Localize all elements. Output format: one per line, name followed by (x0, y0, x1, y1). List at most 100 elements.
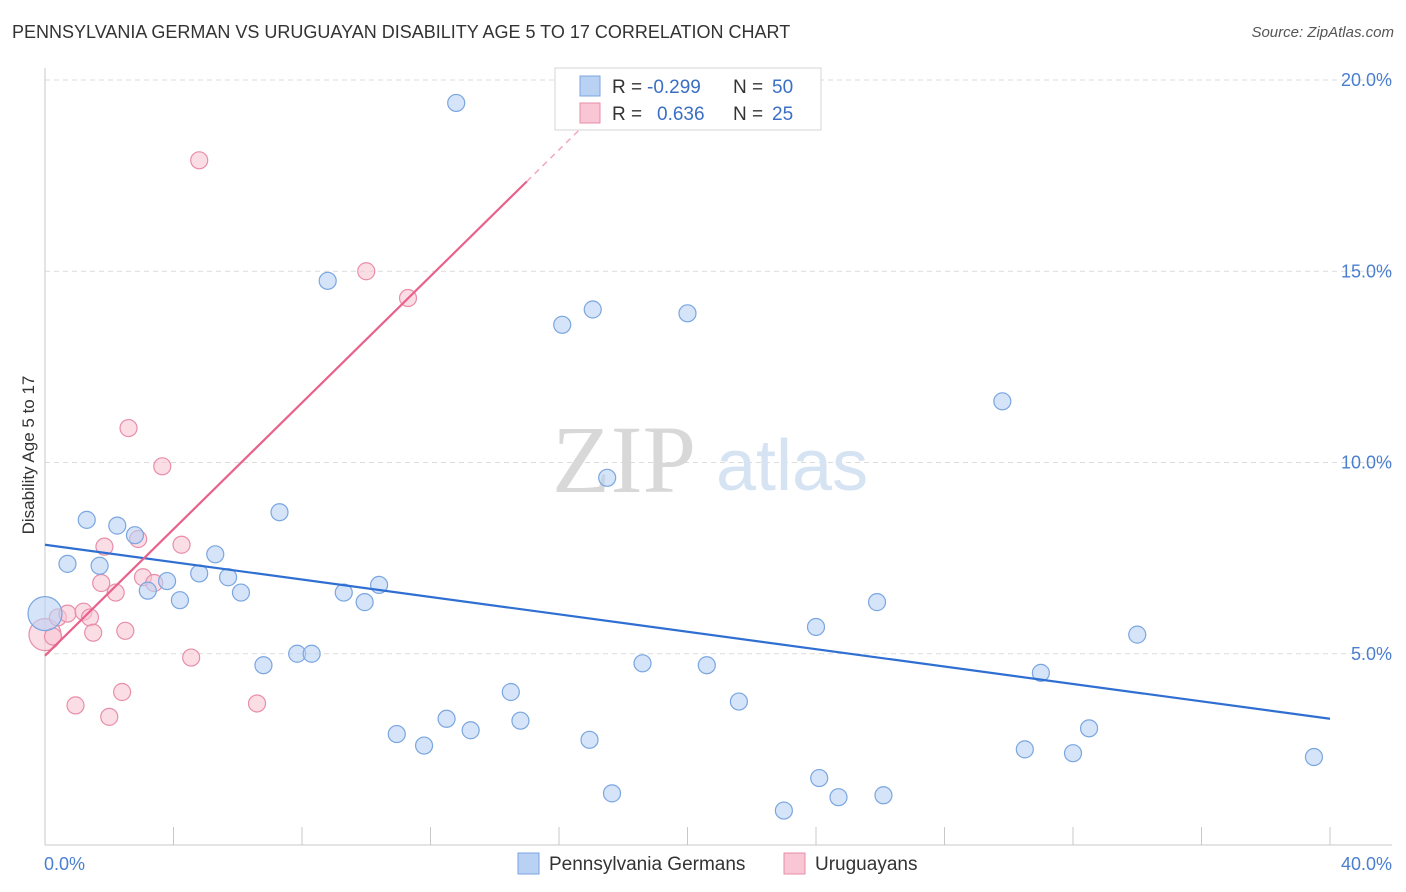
pennsylvania-germans-point (1015, 740, 1034, 759)
pennsylvania-germans-point (598, 468, 617, 487)
pennsylvania-germans-point (77, 510, 96, 529)
legend-n-value-2: 25 (772, 104, 793, 125)
pennsylvania-germans-point (302, 644, 321, 663)
bottom-legend-label-blue: Pennsylvania Germans (549, 854, 745, 875)
pennsylvania-germans-point (774, 801, 793, 820)
legend-r-value-1: -0.299 (647, 77, 701, 98)
x-tick-labels: 0.0% 40.0% (44, 854, 1392, 874)
legend-swatch-pink (579, 102, 601, 124)
pennsylvania-germans-point (206, 545, 225, 564)
pennsylvania-germans-point (1063, 744, 1083, 763)
bottom-legend-swatch-pink (783, 852, 806, 875)
uruguayans-points (28, 151, 418, 726)
watermark-zip: ZIP (552, 406, 696, 513)
pennsylvania-germans-point (90, 556, 109, 575)
pennsylvania-germans-point (270, 503, 289, 522)
uruguayans-trend-extension (526, 117, 592, 182)
uruguayans-point (190, 151, 209, 170)
pennsylvania-germans-point (810, 768, 829, 788)
pennsylvania-germans-point (387, 724, 406, 744)
uruguayans-point (357, 262, 376, 281)
axes (44, 68, 1392, 846)
watermark: ZIP atlas (552, 406, 868, 513)
pennsylvania-germans-point (580, 730, 599, 749)
pennsylvania-germans-point (414, 736, 434, 755)
legend-swatch-blue (579, 75, 601, 97)
pennsylvania-germans-point (58, 554, 77, 573)
pennsylvania-germans-point (27, 595, 63, 632)
uruguayans-point (100, 707, 119, 726)
pennsylvania-germans-point (355, 593, 374, 612)
legend-r-label-2: R = (612, 104, 642, 125)
pennsylvania-germans-point (1079, 719, 1099, 738)
pennsylvania-germans-point (553, 315, 572, 334)
y-tick-label: 10.0% (1341, 453, 1392, 473)
pennsylvania-germans-point (806, 617, 826, 637)
pennsylvania-germans-point (829, 788, 848, 807)
bottom-legend-swatch-blue (517, 852, 540, 875)
y-tick-label: 5.0% (1351, 644, 1392, 664)
pennsylvania-germans-point (254, 656, 273, 675)
uruguayans-point (116, 621, 135, 640)
pennsylvania-germans-point (334, 583, 353, 602)
bottom-legend-label-pink: Uruguayans (815, 854, 917, 875)
pennsylvania-germans-point (1128, 625, 1147, 644)
series-legend: Pennsylvania Germans Uruguayans (517, 852, 917, 875)
chart-source: Source: ZipAtlas.com (1251, 24, 1394, 41)
pennsylvania-germans-point (633, 654, 652, 673)
uruguayans-point (172, 535, 191, 554)
uruguayans-trend-line (44, 180, 528, 657)
uruguayans-point (112, 682, 132, 702)
chart-title: PENNSYLVANIA GERMAN VS URUGUAYAN DISABIL… (12, 22, 791, 42)
pennsylvania-germans-point (461, 721, 480, 740)
pennsylvania-germans-point (318, 271, 337, 290)
y-tick-label: 15.0% (1341, 261, 1392, 281)
correlation-legend: R = -0.299 N = 50 R = 0.636 N = 25 (554, 67, 822, 131)
uruguayans-point (92, 573, 111, 593)
legend-n-value-1: 50 (772, 77, 793, 98)
pennsylvania-germans-point (157, 571, 177, 591)
pennsylvania-germans-point (1031, 663, 1050, 682)
uruguayans-point (95, 537, 114, 556)
pennsylvania-germans-point (729, 692, 749, 711)
legend-n-label-2: N = (733, 104, 763, 125)
pennsylvania-germans-point (1304, 747, 1324, 767)
pennsylvania-germans-point (697, 656, 716, 675)
uruguayans-point (66, 696, 85, 715)
pennsylvania-germans-trend-line (44, 543, 1331, 720)
pennsylvania-germans-point (583, 300, 602, 319)
x-tick-label-start: 0.0% (44, 854, 85, 874)
uruguayans-point (182, 648, 201, 667)
pennsylvania-germans-point (678, 304, 697, 323)
pennsylvania-germans-point (874, 786, 893, 805)
legend-r-value-2: 0.636 (657, 104, 705, 125)
y-tick-label: 20.0% (1341, 70, 1392, 90)
pennsylvania-germans-point (170, 591, 190, 610)
pennsylvania-germans-point (602, 784, 622, 803)
uruguayans-point (153, 457, 172, 476)
pennsylvania-germans-point (437, 709, 456, 728)
y-axis-title: Disability Age 5 to 17 (19, 376, 38, 535)
legend-n-label-1: N = (733, 77, 763, 98)
pennsylvania-germans-point (125, 526, 145, 545)
pennsylvania-germans-point (993, 392, 1012, 411)
pennsylvania-germans-point (447, 93, 466, 113)
y-tick-labels: 5.0% 10.0% 15.0% 20.0% (1341, 70, 1392, 664)
legend-r-label-1: R = (612, 77, 642, 98)
pennsylvania-germans-point (231, 583, 251, 602)
uruguayans-point (106, 583, 125, 602)
pennsylvania-germans-point (511, 711, 530, 730)
pennsylvania-germans-point (867, 593, 887, 612)
uruguayans-point (119, 418, 138, 438)
x-tick-label-end: 40.0% (1341, 854, 1392, 874)
gridlines (45, 79, 1392, 655)
uruguayans-point (84, 623, 103, 642)
trend-lines (44, 117, 1331, 720)
pennsylvania-germans-point (501, 682, 520, 702)
uruguayans-point (247, 694, 267, 713)
watermark-atlas: atlas (716, 426, 868, 506)
pennsylvania-germans-point (138, 581, 157, 600)
pennsylvania-germans-points (27, 93, 1324, 820)
pennsylvania-germans-point (108, 516, 127, 535)
